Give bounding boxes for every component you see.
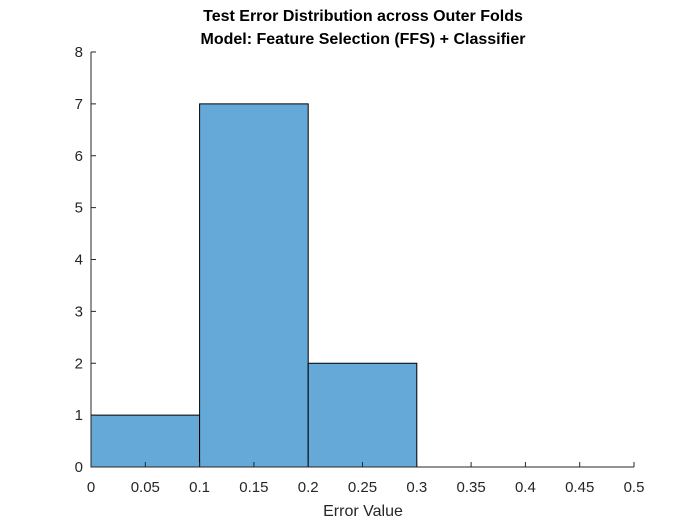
- bars-group: [90, 103, 418, 468]
- y-tick-label: 8: [75, 44, 83, 61]
- y-tick-label: 5: [75, 200, 83, 217]
- x-tick-label: 0.4: [515, 479, 536, 496]
- y-tick-label: 3: [75, 303, 83, 320]
- y-tick-labels: 0 1 2 3 4 5 6 7 8: [75, 44, 83, 476]
- x-tick-label: 0.1: [189, 479, 210, 496]
- axes-group: [90, 51, 635, 468]
- chart-title: Test Error Distribution across Outer Fol…: [203, 8, 523, 25]
- x-tick-label: 0: [87, 479, 95, 496]
- x-tick-label: 0.25: [348, 479, 377, 496]
- histogram-bar: [307, 362, 418, 468]
- y-tick-label: 2: [75, 355, 83, 372]
- y-tick-label: 7: [75, 96, 83, 113]
- x-tick-label: 0.15: [239, 479, 268, 496]
- x-tick-label: 0.35: [456, 479, 485, 496]
- x-tick-label: 0.45: [565, 479, 594, 496]
- chart-subtitle: Model: Feature Selection (FFS) + Classif…: [201, 31, 526, 48]
- x-tick-labels: 0 0.05 0.1 0.15 0.2 0.25 0.3 0.35 0.4 0.45 0.5: [87, 479, 645, 496]
- x-tick-label: 0.5: [624, 479, 645, 496]
- histogram-bar: [90, 414, 201, 468]
- y-tick-label: 4: [75, 252, 83, 269]
- x-tick-label: 0.3: [406, 479, 427, 496]
- x-tick-label: 0.05: [131, 479, 160, 496]
- y-tick-label: 1: [75, 407, 83, 424]
- y-tick-label: 0: [75, 459, 83, 476]
- y-tick-label: 6: [75, 148, 83, 165]
- x-axis-label: Error Value: [323, 503, 403, 520]
- x-tick-label: 0.2: [298, 479, 319, 496]
- histogram-bar: [199, 103, 309, 468]
